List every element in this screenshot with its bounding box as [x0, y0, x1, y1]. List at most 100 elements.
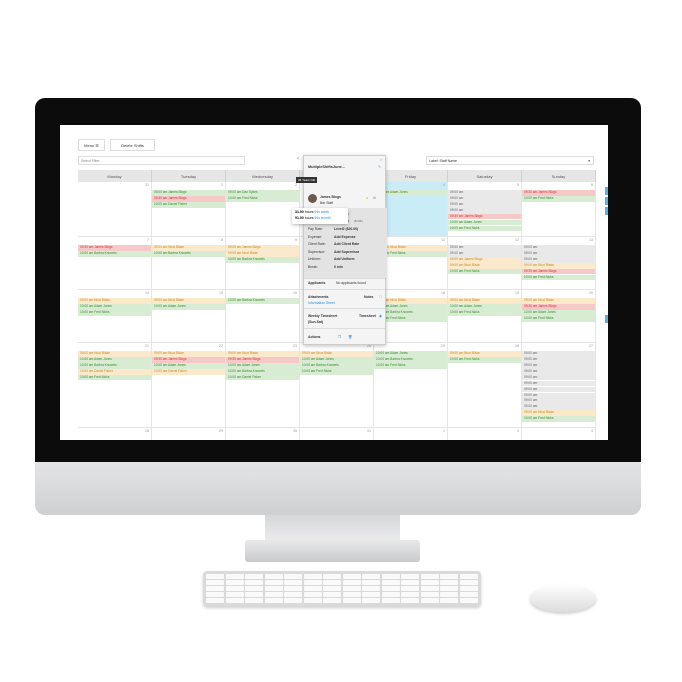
day-cell[interactable]: 26 09:00 am Nicci Blake 10:00 am Fred Nick…	[448, 343, 522, 428]
shift-entry[interactable]: 09:00 am Nicci Blake	[374, 245, 447, 251]
menu-button[interactable]: Menu ☰	[78, 139, 105, 151]
shift-entry[interactable]: 09:00 am Nicci Blake	[448, 298, 521, 304]
day-cell[interactable]: 23 09:00 am Nicci Blake 09:30 am James Blo…	[226, 343, 300, 428]
shift-entry[interactable]: 10:00 am Adam Jones	[374, 351, 447, 357]
shift-entry[interactable]: 10:00 am Barbra Knowels	[226, 257, 299, 263]
shift-entry[interactable]: 10:00 am Adam Jones	[448, 219, 521, 226]
shift-entry[interactable]: 09:00 am	[522, 351, 595, 357]
day-cell[interactable]: 5 09:00 am 09:00 am 09:00 am 09:00 am 09:30 a…	[448, 182, 522, 237]
field-value[interactable]: Add Expense	[334, 234, 356, 239]
shift-entry[interactable]: 09:00 am Nicci Blake	[522, 262, 595, 269]
day-cell[interactable]: 20 09:00 am Nicci Blake 09:30 am James Blo…	[522, 290, 596, 343]
day-cell[interactable]: 24 09:00 am Nicci Blake 10:00 am Adam Jone…	[300, 343, 374, 428]
shift-entry[interactable]: 09:00 am Nicci Blake	[78, 298, 151, 304]
day-cell[interactable]: 2	[448, 428, 522, 440]
day-cell[interactable]: 21 09:00 am Nicci Blake 10:00 am Adam Jone…	[78, 343, 152, 428]
shift-entry[interactable]: 10:00 am Adam Jones	[448, 304, 521, 310]
shift-entry[interactable]: 10:00 am Adam Jones	[78, 304, 151, 310]
close-icon[interactable]: ×	[380, 158, 382, 162]
side-tab[interactable]	[605, 315, 608, 323]
shift-entry[interactable]: 09:00 am Nicci Blake	[78, 351, 151, 357]
shift-entry[interactable]: 09:00 am Nicci Blake	[448, 262, 521, 269]
field-value[interactable]: 0 min	[334, 264, 343, 269]
day-cell[interactable]: 16 10:00 am Barbra Knowels	[226, 290, 300, 343]
shift-entry[interactable]: 09:00 am James Blogs	[152, 190, 225, 196]
day-cell[interactable]: 25 10:00 am Adam Jones 10:00 am Barbra Kno…	[374, 343, 448, 428]
shift-entry[interactable]: 10:00 am Adam Jones	[374, 190, 447, 196]
shift-entry[interactable]: 10:00 am Adam Jones	[152, 304, 225, 310]
shift-entry[interactable]: 09:00 am	[522, 392, 595, 399]
day-cell[interactable]: 30	[226, 428, 300, 440]
shift-entry[interactable]: 09:00 am James Blogs	[448, 257, 521, 263]
shift-entry[interactable]: 09:00 am	[448, 245, 521, 251]
shift-entry[interactable]: 09:00 am	[448, 202, 521, 208]
shift-entry[interactable]: 09:00 am Nicci Blake	[448, 351, 521, 357]
edit-icon[interactable]: ✎	[378, 165, 381, 169]
shift-entry[interactable]: 10:00 am Fred Nicks	[226, 196, 299, 202]
day-cell[interactable]: 15 09:00 am Nicci Blake 10:00 am Adam Jone…	[152, 290, 226, 343]
shift-entry[interactable]: 10:00 am Fred Nicks	[374, 363, 447, 369]
shift-entry[interactable]: 10:00 am Fred Nicks	[448, 310, 521, 316]
shift-entry[interactable]: 09:00 am	[522, 357, 595, 363]
day-cell[interactable]: 8 09:00 am Nicci Blake 10:00 am Barbra Kno…	[152, 237, 226, 290]
field-value[interactable]: Level2 ($20.00)	[334, 227, 359, 231]
shift-entry[interactable]: 10:00 am Fred Nicks	[448, 357, 521, 363]
shift-entry[interactable]: 09:00 am	[448, 251, 521, 257]
shift-entry[interactable]: 09:00 am	[522, 251, 595, 257]
shift-entry[interactable]: 09:00 am	[448, 190, 521, 196]
chevron-left-icon[interactable]: ‹	[297, 156, 299, 162]
shift-entry[interactable]: 09:00 am	[448, 207, 521, 214]
shift-entry[interactable]: 10:00 am Adam Jones	[152, 363, 225, 369]
shift-entry[interactable]: 10:00 am Barbra Knowels	[78, 251, 151, 257]
shift-entry[interactable]: 09:30 am James Blogs	[522, 304, 595, 310]
shift-entry[interactable]: 10:00 am Daniel Fisher	[152, 202, 225, 208]
shift-entry[interactable]: 09:00 am Dan Sykes	[226, 190, 299, 196]
shift-entry[interactable]: 09:00 am	[522, 368, 595, 375]
field-value[interactable]: Add Client Rate	[334, 242, 360, 246]
day-cell[interactable]: 2 09:00 am Dan Sykes 10:00 am Fred Nicks	[226, 182, 300, 237]
timesheet-toggle-icon[interactable]: ◉	[379, 314, 382, 318]
field-value[interactable]: Add Supervisor	[334, 249, 360, 254]
day-cell[interactable]: 27 09:00 am 09:00 am 09:00 am 09:00 am 09:00 …	[522, 343, 596, 428]
day-cell[interactable]: 9 09:00 am James Blogs 09:00 am Nicci Blak…	[226, 237, 300, 290]
shift-entry[interactable]: 09:00 am Nicci Blake	[226, 351, 299, 357]
shift-entry[interactable]: 10:00 am Fred Nicks	[522, 416, 595, 422]
shift-entry[interactable]: 10:00 am Fred Nicks	[374, 315, 447, 322]
shift-entry[interactable]: 10:00 am Fred Nicks	[522, 196, 595, 202]
shift-entry[interactable]: 10:00 am Adam Jones	[522, 310, 595, 316]
shift-entry[interactable]: 10:00 am Barbra Knowels	[300, 363, 373, 369]
shift-entry[interactable]: 10:00 am Fred Nicks	[448, 225, 521, 232]
side-tab[interactable]	[605, 207, 608, 215]
day-cell[interactable]: 3	[522, 428, 596, 440]
field-value[interactable]: Add Uniform	[334, 257, 355, 261]
shift-entry[interactable]: 09:00 am	[522, 398, 595, 405]
day-cell[interactable]: 1	[374, 428, 448, 440]
shift-entry[interactable]: 10:00 am Daniel Fisher	[78, 368, 151, 375]
shift-entry[interactable]: 10:00 am Fred Nicks	[374, 251, 447, 257]
shift-entry[interactable]: 09:00 am James Blogs	[226, 245, 299, 251]
shift-entry[interactable]: 09:00 am	[522, 404, 595, 410]
shift-entry[interactable]: 09:30 am James Blogs	[226, 357, 299, 363]
shift-entry[interactable]: 10:00 am Fred Nicks	[522, 315, 595, 322]
shift-entry[interactable]: 09:30 am James Blogs	[78, 245, 151, 251]
shift-entry[interactable]: 10:00 am Fred Nicks	[522, 274, 595, 281]
shift-entry[interactable]: 09:00 am Nicci Blake	[152, 245, 225, 251]
day-cell[interactable]: 22 09:00 am Nicci Blake 09:30 am James Blo…	[152, 343, 226, 428]
day-cell[interactable]: 31	[300, 428, 374, 440]
shift-entry[interactable]: 09:00 am	[522, 374, 595, 381]
shift-entry[interactable]: 10:00 am Daniel Fisher	[226, 374, 299, 381]
shift-entry[interactable]: 09:30 am James Blogs	[152, 196, 225, 202]
shift-entry[interactable]: 09:30 am James Blogs	[522, 190, 595, 196]
message-icon[interactable]: ✉	[373, 196, 376, 200]
day-cell[interactable]: 14 09:00 am Nicci Blake 10:00 am Adam Jone…	[78, 290, 152, 343]
shift-entry[interactable]: 10:00 am Barbra Knowels	[374, 310, 447, 316]
shift-entry[interactable]: 09:00 am	[448, 196, 521, 202]
shift-entry[interactable]: 09:30 am James Blogs	[522, 268, 595, 275]
day-cell[interactable]: 31	[78, 182, 152, 237]
side-tab[interactable]	[605, 187, 608, 195]
information-sheet-link[interactable]: Information Sheet	[308, 301, 335, 305]
shift-entry[interactable]: 10:00 am Barbra Knowels	[78, 363, 151, 369]
shift-entry[interactable]: 10:00 am Adam Jones	[300, 357, 373, 363]
shift-entry[interactable]: 09:00 am Nicci Blake	[300, 351, 373, 357]
shift-entry[interactable]: 09:00 am	[522, 245, 595, 251]
